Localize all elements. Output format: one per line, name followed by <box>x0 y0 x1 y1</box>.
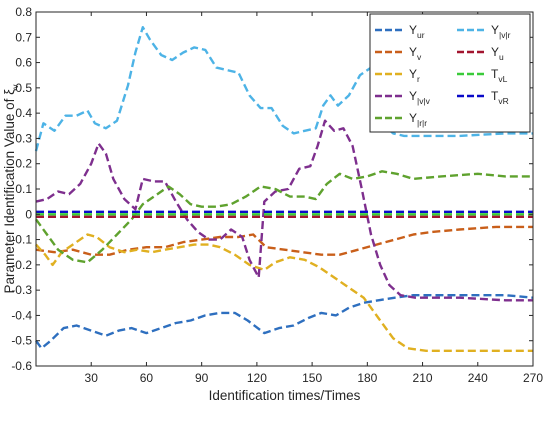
x-tick-label-8: 270 <box>523 371 543 385</box>
x-tick-label-4: 150 <box>302 371 322 385</box>
y-tick-label-13: 0.7 <box>15 30 32 44</box>
legend-entry-3: Y|v|v <box>409 89 431 106</box>
y-tick-label-9: 0.3 <box>15 131 32 145</box>
x-tick-label-1: 60 <box>140 371 154 385</box>
x-tick-label-2: 90 <box>195 371 209 385</box>
legend-entry-7: TvL <box>491 67 508 84</box>
x-axis-label: Identification times/Times <box>209 388 361 403</box>
legend-entry-4: Y|r|r <box>409 111 427 128</box>
y-axis-label-subscript: v <box>10 84 20 89</box>
y-tick-label-1: -0.5 <box>11 334 32 348</box>
y-tick-label-8: 0.2 <box>15 157 32 171</box>
legend-entry-5: Y|v|r <box>491 23 511 40</box>
series-layer <box>34 26 534 352</box>
y-tick-label-0: -0.6 <box>11 359 32 373</box>
x-axis-ticks: 30 60 90 120 150 180 210 240 270 <box>85 12 543 385</box>
legend-entry-2: Yr <box>409 67 420 84</box>
y-axis-ticks: -0.6 -0.5 -0.4 -0.3 -0.2 -0.1 0 0.1 0.2 0.3 0.4 0.5… <box>11 5 533 373</box>
y-tick-label-3: -0.3 <box>11 283 32 297</box>
x-tick-label-6: 210 <box>413 371 433 385</box>
y-tick-label-7: 0.1 <box>15 182 32 196</box>
y-tick-label-6: 0 <box>25 207 32 221</box>
y-tick-label-12: 0.6 <box>15 56 32 70</box>
legend-entry-0: Yur <box>409 23 425 40</box>
y-tick-label-14: 0.8 <box>15 5 32 19</box>
legend: Yur Yv Yr Y|v|v Y|r|r Y|v|r Yu TvL TvR <box>369 13 531 133</box>
y-tick-label-11: 0.5 <box>15 81 32 95</box>
legend-entry-6: Yu <box>491 45 504 62</box>
x-tick-label-7: 240 <box>468 371 488 385</box>
y-axis-label: Parameter Identification Value of ξv <box>2 84 20 294</box>
y-axis-label-main: Parameter Identification Value of ξ <box>2 89 17 294</box>
series-line-4 <box>35 170 533 264</box>
series-line-2 <box>35 233 533 352</box>
y-tick-label-2: -0.4 <box>11 308 32 322</box>
legend-entry-1: Yv <box>409 45 422 62</box>
series-line-0 <box>35 294 534 350</box>
x-tick-label-0: 30 <box>85 371 99 385</box>
legend-entry-8: TvR <box>491 89 509 106</box>
series-line-5 <box>34 26 533 152</box>
series-line-3 <box>35 119 533 302</box>
y-tick-label-5: -0.1 <box>11 233 32 247</box>
x-tick-label-3: 120 <box>247 371 267 385</box>
y-tick-label-10: 0.4 <box>15 106 32 120</box>
x-tick-label-5: 180 <box>357 371 377 385</box>
series-line-1 <box>35 225 533 256</box>
y-tick-label-4: -0.2 <box>11 258 32 272</box>
